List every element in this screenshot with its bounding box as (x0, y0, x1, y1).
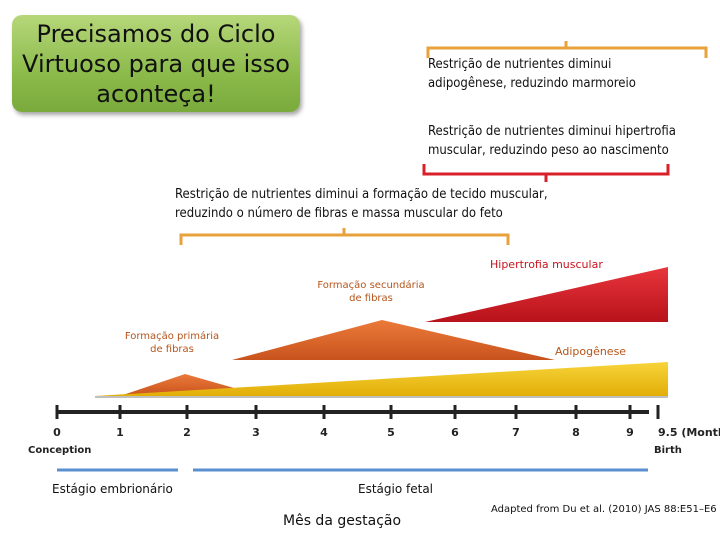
tick-label-2: 2 (183, 426, 191, 439)
bracket-tissue-formation (179, 228, 510, 245)
tick-label-0: 0 (53, 426, 61, 439)
hypertrophy-label: Hipertrofia muscular (490, 258, 603, 271)
conception-label: Conception (28, 445, 91, 456)
fetal-stage-label: Estágio fetal (358, 482, 433, 496)
tick-label-7: 7 (512, 426, 520, 439)
note-adipogenesis: Restrição de nutrientes diminui adipogên… (428, 57, 636, 91)
bracket-hypertrophy (422, 164, 670, 182)
bracket-adipogenesis (426, 41, 708, 58)
primary-fiber-label: Formação primária de fibras (124, 331, 220, 355)
embryonic-stage-label: Estágio embrionário (52, 482, 173, 496)
source-citation: Adapted from Du et al. (2010) JAS 88:E51… (491, 504, 717, 515)
title-text: Precisamos do Ciclo Virtuoso para que is… (22, 19, 290, 108)
tick-label-6: 6 (451, 426, 459, 439)
adipogenesis-band-gray (95, 396, 668, 398)
note-hypertrophy: Restrição de nutrientes diminui hipertro… (428, 124, 676, 158)
tick-label-3: 3 (252, 426, 260, 439)
axis-title: Mês da gestação (283, 513, 402, 529)
note-tissue-formation: Restrição de nutrientes diminui a formaç… (175, 187, 548, 221)
tick-label-10: 9.5 (Month) (658, 426, 720, 439)
tick-label-8: 8 (572, 426, 580, 439)
secondary-fiber-label: Formação secundária de fibras (317, 280, 425, 304)
tick-label-1: 1 (116, 426, 124, 439)
hypertrophy-bar (425, 267, 668, 322)
title-box: Precisamos do Ciclo Virtuoso para que is… (12, 15, 300, 112)
adipogenesis-band-yellow (95, 362, 668, 396)
tick-label-9: 9 (626, 426, 634, 439)
adipogenesis-label: Adipogênese (555, 345, 627, 358)
birth-label: Birth (654, 445, 682, 456)
tick-label-4: 4 (320, 426, 328, 439)
secondary-fiber-bar (232, 320, 555, 360)
tick-label-5: 5 (387, 426, 395, 439)
